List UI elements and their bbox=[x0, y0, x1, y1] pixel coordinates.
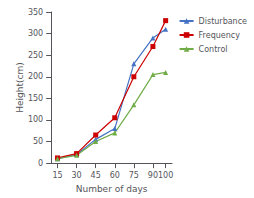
svg-text:0: 0 bbox=[38, 159, 43, 168]
svg-text:150: 150 bbox=[28, 94, 43, 103]
svg-text:350: 350 bbox=[28, 8, 43, 17]
svg-text:100: 100 bbox=[28, 115, 43, 124]
svg-text:75: 75 bbox=[129, 171, 139, 180]
svg-text:Control: Control bbox=[199, 45, 228, 54]
svg-text:Disturbance: Disturbance bbox=[199, 17, 247, 26]
svg-text:90: 90 bbox=[148, 171, 158, 180]
svg-text:250: 250 bbox=[28, 51, 43, 60]
svg-text:30: 30 bbox=[72, 171, 82, 180]
svg-text:15: 15 bbox=[52, 171, 62, 180]
svg-text:Number of days: Number of days bbox=[76, 184, 148, 194]
svg-text:50: 50 bbox=[33, 137, 43, 146]
svg-text:200: 200 bbox=[28, 72, 43, 81]
svg-text:Height(cm): Height(cm) bbox=[15, 62, 25, 113]
svg-text:60: 60 bbox=[110, 171, 120, 180]
svg-text:45: 45 bbox=[91, 171, 101, 180]
svg-text:300: 300 bbox=[28, 29, 43, 38]
svg-text:100: 100 bbox=[158, 171, 173, 180]
svg-text:Frequency: Frequency bbox=[199, 31, 241, 40]
